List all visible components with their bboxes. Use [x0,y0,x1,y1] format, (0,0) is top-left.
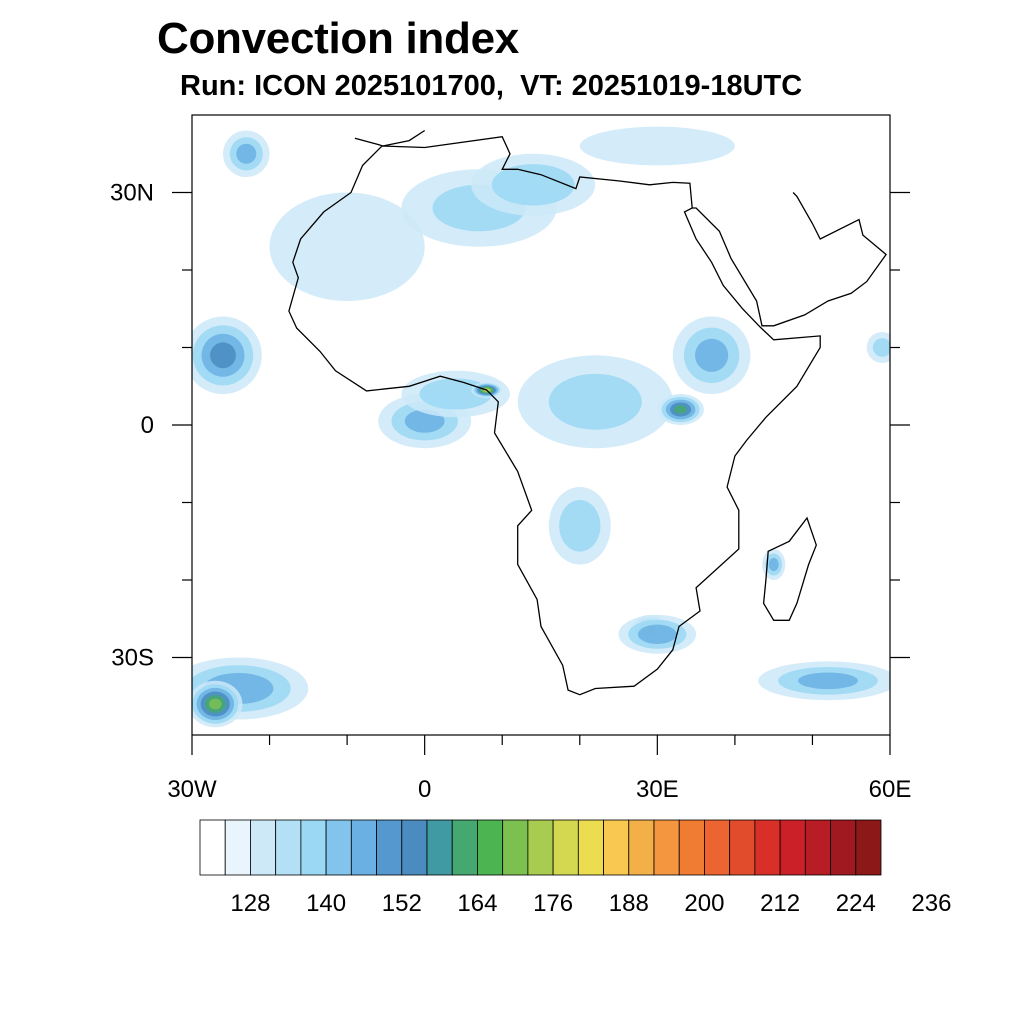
colorbar-label: 176 [533,890,573,917]
convection-cell [637,624,677,644]
convection-cell [559,500,601,552]
convection-cell [768,557,779,572]
colorbar-swatch [704,819,731,876]
convection-cell [236,143,257,164]
africa-coastline [288,135,821,696]
convection-cell [210,342,236,369]
madagascar-coastline [762,516,817,621]
colorbar-label: 152 [382,890,422,917]
colorbar-swatch [224,819,251,876]
colorbar-swatch [502,819,529,876]
convection-cell [695,338,729,372]
convection-cell [798,672,858,690]
colorbar-label: 224 [836,890,876,917]
colorbar-swatch [678,819,705,876]
lat-tick-label: 30N [110,180,154,207]
lon-tick-label: 0 [418,776,431,803]
colorbar-swatch [250,819,277,876]
coastlines [288,129,887,696]
colorbar-label: 200 [684,890,724,917]
colorbar-swatch [552,819,579,876]
colorbar-swatch [577,819,604,876]
colorbar-label: 164 [457,890,497,917]
lat-tick-label: 0 [141,412,154,439]
axis-ticks: 30N 0 30S 30W 0 30E 60E [110,180,911,804]
colorbar-swatch [451,819,478,876]
convection-cell [674,405,687,414]
colorbar-swatch [628,819,655,876]
colorbar-label: 128 [230,890,270,917]
colorbar-label: 188 [609,890,649,917]
colorbar-swatch [300,819,327,876]
iberia-coastline [354,129,426,147]
convection-cell [269,192,425,302]
colorbar: 128 140 152 164 176 188 200 212 224 236 [199,819,951,917]
arabia-coastline [692,192,887,327]
convection-cell [548,373,642,430]
colorbar-swatch [199,819,226,876]
colorbar-swatch [325,819,352,876]
lon-tick-label: 60E [869,776,912,803]
colorbar-swatch [401,819,428,876]
colorbar-swatch [527,819,554,876]
colorbar-swatch [804,819,831,876]
colorbar-label: 140 [306,890,346,917]
chart-title: Convection index [157,14,519,63]
colorbar-swatch [350,819,377,876]
colorbar-swatch [729,819,756,876]
colorbar-swatch [603,819,630,876]
chart-subtitle: Run: ICON 2025101700, VT: 20251019-18UTC [180,70,803,102]
colorbar-swatch [779,819,806,876]
convection-cell [491,164,575,206]
colorbar-swatch [653,819,680,876]
colorbar-swatch [830,819,857,876]
convection-cell [872,338,890,357]
colorbar-swatch [426,819,453,876]
lat-tick-label: 30S [111,645,154,672]
convection-cell [579,126,735,166]
colorbar-swatch [477,819,504,876]
colorbar-label: 236 [911,890,951,917]
convection-field [192,126,890,728]
colorbar-label: 212 [760,890,800,917]
colorbar-swatch [376,819,403,876]
convection-cell [209,698,222,710]
colorbar-swatch [855,819,882,876]
lon-tick-label: 30W [167,776,217,803]
colorbar-swatch [754,819,781,876]
lon-tick-label: 30E [636,776,679,803]
colorbar-swatch [275,819,302,876]
